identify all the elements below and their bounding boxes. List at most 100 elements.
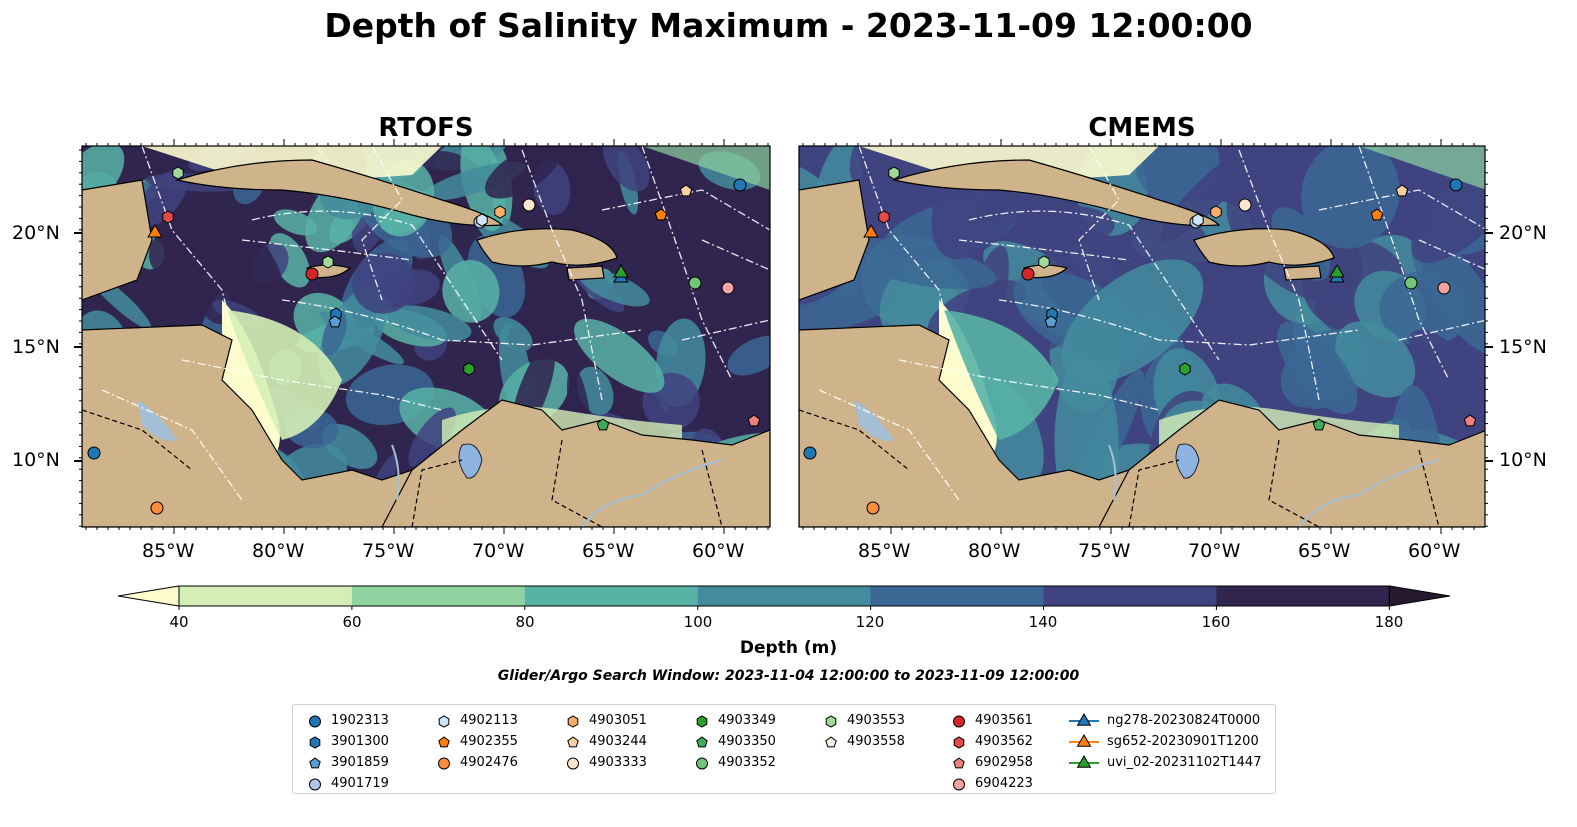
pentagon-marker-icon xyxy=(696,735,708,747)
lon-label-65-right: 65°W xyxy=(1298,540,1351,562)
legend-marker xyxy=(438,757,450,769)
platform-marker-sg652-20230901T1200 xyxy=(147,223,163,238)
legend-item: sg652-20230901T1200 xyxy=(1069,731,1261,752)
lat-label-10-right: 10°N xyxy=(1499,449,1547,471)
platform-marker-1902313 xyxy=(87,446,101,460)
platform-marker-4903553 xyxy=(322,255,334,269)
search-window-caption: Glider/Argo Search Window: 2023-11-04 12… xyxy=(497,668,1080,684)
legend-item: 4903553 xyxy=(823,710,905,731)
legend-marker xyxy=(953,715,965,727)
platform-marker-4903244 xyxy=(679,184,693,197)
legend-label: ng278-20230824T0000 xyxy=(1107,713,1261,728)
colorbar-tick-40: 40 xyxy=(169,613,189,631)
colorbar-tick-60: 60 xyxy=(342,613,362,631)
legend-item: 4903350 xyxy=(694,731,776,752)
legend-column: ng278-20230824T0000 sg652-20230901T1200 uv… xyxy=(1069,710,1261,773)
lon-label-80-left: 80°W xyxy=(252,540,305,562)
legend-label: 4902113 xyxy=(460,713,518,728)
legend-marker xyxy=(1076,733,1092,747)
legend-marker xyxy=(567,757,579,769)
colorbar-bin xyxy=(1216,586,1390,606)
platform-marker-4903553 xyxy=(172,166,184,180)
colorbar-tick-80: 80 xyxy=(515,613,535,631)
axis-ticks xyxy=(74,139,1493,534)
platform-marker-4903561 xyxy=(1021,267,1035,281)
legend-label: sg652-20230901T1200 xyxy=(1107,734,1259,749)
colorbar-extend-low xyxy=(117,585,180,607)
platform-marker-4903562 xyxy=(162,210,174,224)
legend-item: ng278-20230824T0000 xyxy=(1069,710,1261,731)
colorbar-bin xyxy=(1043,586,1217,606)
legend-marker xyxy=(953,756,965,768)
colorbar-bin xyxy=(524,586,699,606)
lon-label-85-left: 85°W xyxy=(142,540,195,562)
legend-marker xyxy=(309,735,321,749)
platform-marker-4902476 xyxy=(150,501,164,515)
circle-marker-icon xyxy=(696,757,708,769)
platform-marker-4902113 xyxy=(1192,213,1204,227)
pentagon-marker-icon xyxy=(309,756,321,768)
legend-marker xyxy=(1076,754,1092,768)
legend-item: 4902113 xyxy=(436,710,518,731)
legend-label: 4903562 xyxy=(975,734,1033,749)
platform-marker-4902355 xyxy=(1370,208,1384,221)
pentagon-marker-icon xyxy=(438,735,450,747)
legend-marker xyxy=(309,715,321,727)
pentagon-marker-icon xyxy=(567,735,579,747)
legend-item: 4903051 xyxy=(565,710,647,731)
platform-marker-4903350 xyxy=(1312,418,1326,431)
colorbar-tick-140: 140 xyxy=(1028,613,1058,631)
legend-column: 1902313 3901300 3901859 4901719 xyxy=(307,710,389,794)
lat-label-15-left: 15°N xyxy=(12,336,60,358)
platform-marker-4903352 xyxy=(688,276,702,290)
legend-label: 4903558 xyxy=(847,734,905,749)
legend-label: 4903051 xyxy=(589,713,647,728)
lat-label-15-right: 15°N xyxy=(1499,336,1547,358)
circle-marker-icon xyxy=(953,778,965,790)
colorbar-tick-160: 160 xyxy=(1201,613,1231,631)
lon-label-70-left: 70°W xyxy=(472,540,525,562)
platform-marker-4903051 xyxy=(494,205,506,219)
platform-marker-4903244 xyxy=(1395,184,1409,197)
legend-item: 4901719 xyxy=(307,773,389,794)
legend-label: 4903553 xyxy=(847,713,905,728)
colorbar-bin xyxy=(870,586,1044,606)
legend-item: 4903349 xyxy=(694,710,776,731)
platform-marker-4903352 xyxy=(1404,276,1418,290)
platform-marker-4903562 xyxy=(878,210,890,224)
legend-marker xyxy=(825,714,837,728)
legend-item: 4902355 xyxy=(436,731,518,752)
legend-item: uvi_02-20231102T1447 xyxy=(1069,752,1261,773)
legend-label: 6904223 xyxy=(975,776,1033,791)
platform-marker-3901859 xyxy=(1044,315,1058,328)
lon-label-60-right: 60°W xyxy=(1408,540,1461,562)
platform-marker-4903553 xyxy=(888,166,900,180)
legend-marker xyxy=(696,714,708,728)
map-frame-rtofs xyxy=(81,145,771,528)
platform-marker-4902355 xyxy=(654,208,668,221)
pentagon-marker-icon xyxy=(953,756,965,768)
legend-label: 4901719 xyxy=(331,776,389,791)
lon-label-80-right: 80°W xyxy=(968,540,1021,562)
legend-item: 4903558 xyxy=(823,731,905,752)
panel-title-rtofs: RTOFS xyxy=(378,113,474,143)
legend-item: 3901859 xyxy=(307,752,389,773)
lon-label-60-left: 60°W xyxy=(692,540,745,562)
circle-marker-icon xyxy=(309,778,321,790)
legend-label: 4903352 xyxy=(718,755,776,770)
platform-marker-sg652-20230901T1200 xyxy=(863,223,879,238)
lat-label-20-right: 20°N xyxy=(1499,222,1547,244)
colorbar-tick-120: 120 xyxy=(855,613,885,631)
platform-marker-1902313 xyxy=(733,178,747,192)
colorbar-tick-100: 100 xyxy=(683,613,713,631)
platform-marker-6904223 xyxy=(721,281,735,295)
platform-marker-4903333 xyxy=(1238,198,1252,212)
legend-marker xyxy=(309,756,321,768)
legend-item: 6904223 xyxy=(951,773,1033,794)
legend-marker xyxy=(825,735,837,747)
legend-column: 4903051 4903244 4903333 xyxy=(565,710,647,773)
legend-label: 4902476 xyxy=(460,755,518,770)
platform-marker-6904223 xyxy=(1437,281,1451,295)
lat-label-10-left: 10°N xyxy=(12,449,60,471)
hexagon-marker-icon xyxy=(309,735,321,749)
